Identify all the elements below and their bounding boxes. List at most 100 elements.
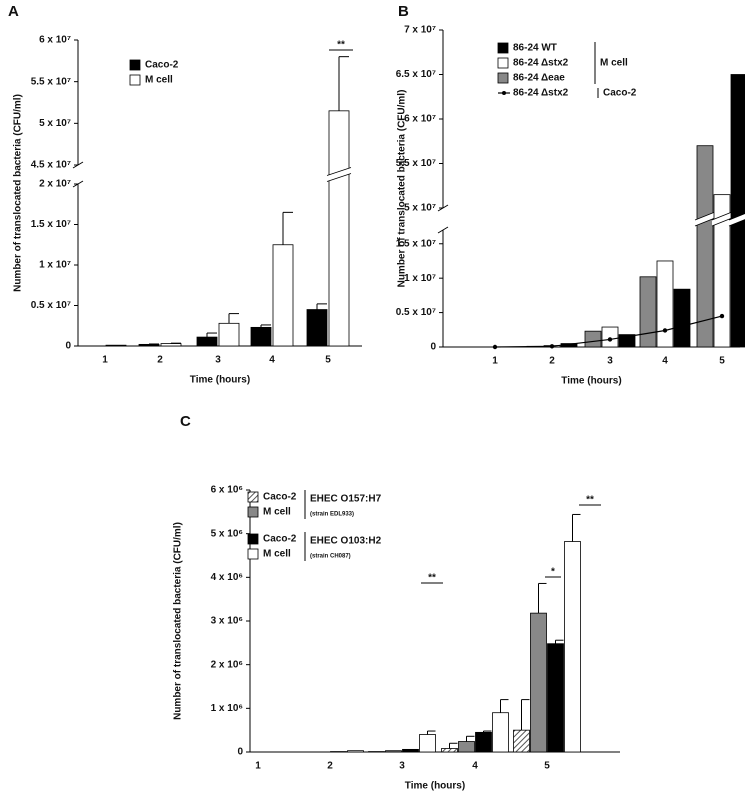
y-tick-label: 6 x 10⁷ <box>39 35 71 46</box>
bar <box>307 310 327 346</box>
panel-label: B <box>398 3 409 20</box>
bar <box>348 751 364 752</box>
bar <box>514 730 530 752</box>
y-tick-label: 4 x 10⁶ <box>211 572 243 583</box>
y-tick-label: 5 x 10⁷ <box>39 118 71 129</box>
y-tick-label: 6.5 x 10⁷ <box>396 69 436 80</box>
x-tick-label: 5 <box>544 761 550 772</box>
x-tick-label: 1 <box>102 355 108 366</box>
significance-label: ** <box>586 495 594 506</box>
y-tick-label: 1.5 x 10⁷ <box>31 219 71 230</box>
legend-swatch <box>498 58 508 68</box>
legend-label: 86-24 Δeae <box>513 73 565 84</box>
y-axis-label: Number of translocated bacteria (CFU/ml) <box>173 522 184 720</box>
bar <box>251 327 271 346</box>
x-tick-label: 5 <box>719 356 725 367</box>
legend-group: EHEC O103:H2 <box>310 536 382 547</box>
y-tick-label: 2 x 10⁷ <box>39 179 71 190</box>
legend-swatch <box>130 60 140 70</box>
x-tick-label: 2 <box>157 355 163 366</box>
x-tick-label: 3 <box>399 761 405 772</box>
bar <box>197 337 217 346</box>
legend-group: M cell <box>600 58 628 69</box>
bar <box>273 245 293 346</box>
x-tick-label: 3 <box>607 356 613 367</box>
y-tick-label: 4.5 x 10⁷ <box>31 160 71 171</box>
bar <box>420 735 436 752</box>
bar <box>674 289 690 347</box>
y-tick-label: 1 x 10⁷ <box>404 273 436 284</box>
legend-group-note: (strain EDL933) <box>310 512 354 518</box>
bar <box>548 644 564 752</box>
y-tick-label: 0 <box>430 342 436 353</box>
y-tick-label: 0.5 x 10⁷ <box>31 300 71 311</box>
bar <box>403 749 419 752</box>
legend-swatch <box>498 43 508 53</box>
line-point <box>550 344 554 348</box>
legend-swatch <box>248 549 258 559</box>
line-point <box>663 328 667 332</box>
bar <box>640 277 656 347</box>
x-tick-label: 4 <box>269 355 275 366</box>
bar <box>657 261 673 347</box>
y-tick-label: 5 x 10⁷ <box>404 203 436 214</box>
bar <box>493 713 509 752</box>
x-tick-label: 5 <box>325 355 331 366</box>
y-tick-label: 5 x 10⁶ <box>211 528 243 539</box>
legend-swatch <box>248 507 258 517</box>
x-tick-label: 3 <box>215 355 221 366</box>
x-axis-label: Time (hours) <box>190 375 250 386</box>
y-tick-label: 0 <box>65 341 71 352</box>
panel-label: A <box>8 3 19 20</box>
bar <box>386 751 402 752</box>
line-point <box>493 345 497 349</box>
legend-label: M cell <box>145 75 173 86</box>
y-tick-label: 0.5 x 10⁷ <box>396 307 436 318</box>
bar <box>585 331 601 347</box>
y-tick-label: 1 x 10⁶ <box>211 703 243 714</box>
legend-label: 86-24 WT <box>513 43 557 54</box>
bar <box>219 323 239 346</box>
x-tick-label: 1 <box>255 761 261 772</box>
x-axis-label: Time (hours) <box>561 376 621 387</box>
y-axis-label: Number of translocated bacteria (CFU/ml) <box>397 90 408 288</box>
bar <box>106 345 126 346</box>
y-tick-label: 6 x 10⁷ <box>404 114 436 125</box>
bar <box>442 749 458 752</box>
y-tick-label: 7 x 10⁷ <box>404 25 436 36</box>
significance-label: ** <box>428 573 436 584</box>
legend-group-note: (strain CH087) <box>310 554 351 560</box>
y-tick-label: 1 x 10⁷ <box>39 260 71 271</box>
legend-swatch <box>498 73 508 83</box>
y-tick-label: 6 x 10⁶ <box>211 485 243 496</box>
legend-swatch <box>248 534 258 544</box>
legend-label: 86-24 Δstx2 <box>513 88 569 99</box>
y-tick-label: 5.5 x 10⁷ <box>31 76 71 87</box>
bar <box>565 542 581 752</box>
bar <box>329 111 349 346</box>
bar <box>602 327 618 347</box>
legend-group: Caco-2 <box>603 88 637 99</box>
legend-label: Caco-2 <box>263 534 297 545</box>
legend-label: M cell <box>263 507 291 518</box>
legend-label: M cell <box>263 549 291 560</box>
bar <box>476 732 492 752</box>
y-tick-label: 0 <box>237 747 243 758</box>
legend-label: 86-24 Δstx2 <box>513 58 569 69</box>
line-point <box>720 314 724 318</box>
x-tick-label: 4 <box>472 761 478 772</box>
bar <box>697 146 713 347</box>
legend-swatch <box>248 492 258 502</box>
legend-label: Caco-2 <box>263 492 297 503</box>
y-axis-label: Number of translocated bacteria (CFU/ml) <box>13 94 24 292</box>
legend-swatch <box>130 75 140 85</box>
x-tick-label: 4 <box>662 356 668 367</box>
line-point <box>608 337 612 341</box>
bar <box>139 344 159 346</box>
y-tick-label: 3 x 10⁶ <box>211 616 243 627</box>
x-axis-label: Time (hours) <box>405 781 465 792</box>
x-tick-label: 2 <box>327 761 333 772</box>
panel-label: C <box>180 413 191 430</box>
y-tick-label: 2 x 10⁶ <box>211 659 243 670</box>
significance-label: ** <box>337 40 345 51</box>
